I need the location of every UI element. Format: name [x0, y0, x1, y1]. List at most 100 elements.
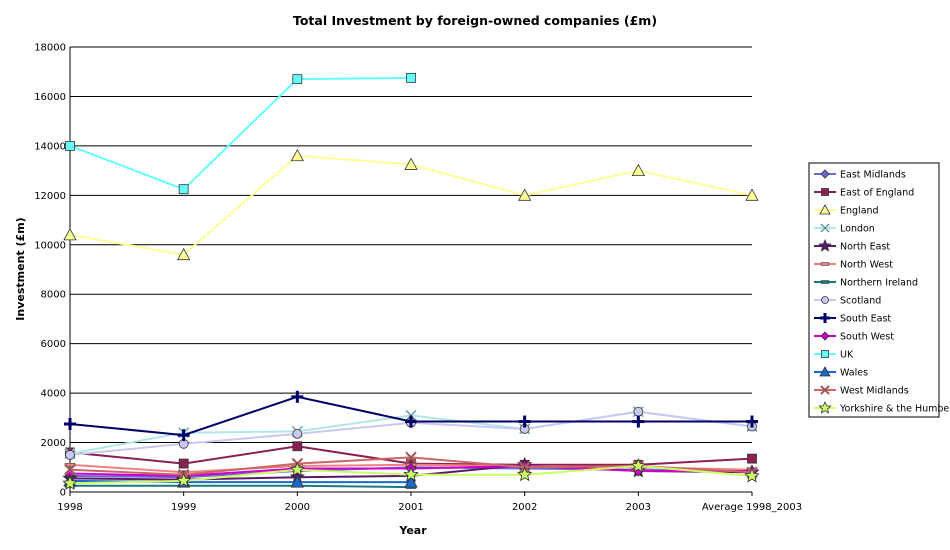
series-2	[63, 148, 759, 261]
data-point	[518, 415, 531, 428]
series-8	[64, 390, 758, 442]
data-point	[175, 472, 192, 488]
data-point	[820, 262, 830, 266]
data-point	[745, 188, 759, 201]
chart-title: Total Investment by foreign-owned compan…	[293, 13, 657, 28]
data-point	[820, 331, 830, 341]
legend-label: West Midlands	[840, 386, 909, 397]
series-line	[70, 484, 412, 489]
data-point	[821, 296, 829, 304]
y-tick-label: 16000	[34, 92, 66, 103]
data-point	[819, 204, 831, 215]
data-point	[289, 461, 306, 477]
legend-item: Yorkshire & the Humber	[814, 400, 950, 415]
data-point	[821, 188, 829, 196]
legend-label: Northern Ireland	[840, 278, 918, 289]
data-point	[404, 157, 418, 170]
x-axis-title: Year	[398, 524, 427, 537]
y-tick-label: 8000	[41, 290, 66, 301]
y-tick-label: 10000	[34, 240, 66, 251]
legend-label: North East	[840, 242, 890, 253]
data-point	[178, 184, 189, 195]
legend-label: Wales	[840, 368, 868, 379]
data-point	[633, 406, 644, 417]
legend-label: South East	[840, 314, 891, 325]
series-6	[64, 484, 417, 489]
data-point	[176, 247, 191, 261]
legend-label: Scotland	[840, 296, 881, 307]
data-point	[819, 366, 831, 377]
legend-item: West Midlands	[814, 385, 909, 397]
data-point	[517, 466, 533, 482]
legend-item: Scotland	[814, 296, 881, 307]
legend-label: East of England	[840, 188, 914, 199]
x-tick-label: 2000	[285, 502, 310, 513]
legend-item: East of England	[814, 188, 914, 199]
data-point	[405, 451, 417, 464]
legend-label: England	[840, 206, 879, 217]
y-tick-label: 6000	[41, 339, 66, 350]
series-10	[65, 73, 416, 195]
y-tick-label: 12000	[34, 191, 66, 202]
x-tick-label: 2002	[512, 502, 537, 513]
data-point	[820, 223, 830, 233]
data-point	[818, 238, 832, 252]
data-point	[178, 458, 189, 469]
data-point	[820, 280, 830, 284]
legend-item: UK	[814, 350, 854, 361]
y-tick-label: 4000	[41, 389, 66, 400]
x-tick-label: 2001	[398, 502, 423, 513]
legend-label: Yorkshire & the Humber	[839, 404, 950, 415]
data-point-stroke	[820, 385, 830, 395]
legend-label: UK	[840, 350, 854, 361]
data-point-stroke	[405, 452, 417, 463]
series-13	[62, 457, 760, 490]
x-tick-label: 2003	[626, 502, 651, 513]
y-tick-label: 0	[60, 488, 66, 499]
data-point	[820, 385, 830, 395]
legend-item: South East	[814, 313, 891, 325]
legend: East Midlands East of England England Londo…	[808, 162, 950, 418]
y-tick-label: 2000	[41, 438, 66, 449]
data-point	[290, 475, 305, 488]
x-tick-label: 1998	[57, 502, 82, 513]
data-point-stroke	[405, 410, 417, 421]
data-point	[64, 463, 76, 476]
data-point	[65, 140, 75, 151]
y-tick-label: 18000	[34, 43, 66, 54]
data-point	[405, 415, 417, 428]
legend-box	[808, 162, 940, 418]
data-point	[821, 350, 829, 358]
data-point	[747, 453, 757, 464]
data-point	[291, 390, 304, 403]
legend-item: North West	[814, 260, 893, 271]
data-point	[292, 74, 303, 85]
legend-item: Northern Ireland	[814, 278, 918, 289]
data-point	[292, 429, 303, 439]
data-point	[820, 169, 830, 179]
legend-item: North East	[814, 238, 890, 253]
data-point	[65, 450, 75, 460]
data-point	[517, 188, 532, 201]
plot-area: 0 2000 4000 6000 8000 10000 12000 14000 16000 180…	[34, 43, 802, 514]
data-point	[630, 457, 647, 473]
legend-item: England	[814, 204, 879, 217]
legend-label: London	[840, 224, 875, 235]
data-point	[744, 467, 760, 483]
legend-item: Wales	[814, 366, 868, 379]
data-point	[177, 429, 190, 442]
data-point	[63, 228, 77, 241]
data-point	[405, 409, 417, 422]
data-point	[403, 466, 419, 482]
data-point	[64, 418, 76, 431]
data-point	[406, 73, 416, 83]
data-point	[62, 475, 78, 490]
x-tick-label: Average 1998_2003	[702, 502, 802, 513]
series-line	[69, 76, 412, 191]
series-line	[69, 154, 753, 256]
legend-item: South West	[814, 331, 894, 343]
legend-label: North West	[840, 260, 893, 271]
y-axis-title: Investment (£m)	[14, 217, 27, 320]
